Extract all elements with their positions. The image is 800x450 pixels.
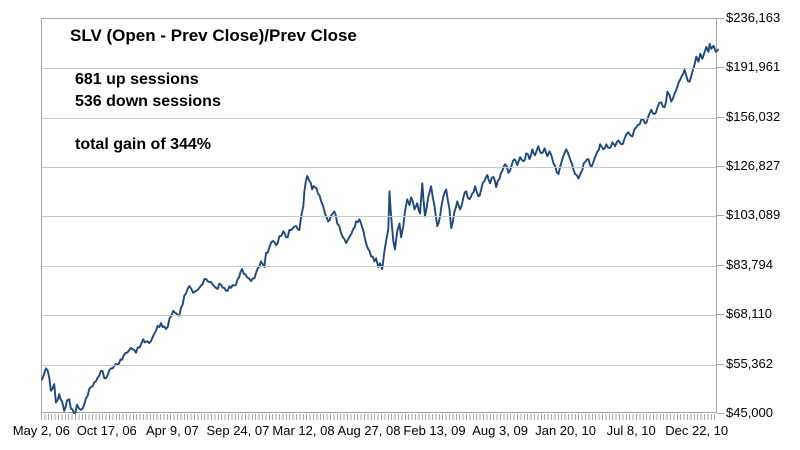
y-axis-label: $55,362 — [726, 356, 773, 371]
x-axis-minor-ticks — [41, 414, 717, 420]
x-axis-label: Dec 22, 10 — [665, 423, 729, 438]
chart-title: SLV (Open - Prev Close)/Prev Close — [70, 26, 357, 45]
y-axis-label: $191,961 — [726, 59, 781, 74]
plot-area — [41, 18, 719, 415]
x-axis-label: Aug 3, 09 — [472, 423, 528, 438]
down-sessions-annotation: 536 down sessions — [75, 93, 221, 110]
y-axis-tick — [717, 67, 724, 68]
x-axis-label: Mar 12, 08 — [272, 423, 335, 438]
gridline — [42, 167, 716, 168]
y-axis-tick — [717, 413, 724, 414]
y-axis-tick — [717, 117, 724, 118]
y-axis-tick — [717, 215, 724, 216]
x-axis-label: Feb 13, 09 — [403, 423, 466, 438]
x-axis-label: Jul 8, 10 — [606, 423, 656, 438]
price-line-series — [41, 42, 719, 415]
y-axis-label: $45,000 — [726, 405, 773, 420]
y-axis-label: $68,110 — [726, 306, 773, 321]
up-sessions-annotation: 681 up sessions — [75, 71, 199, 88]
gridline — [42, 365, 716, 366]
gridline — [42, 266, 716, 267]
y-axis-label: $236,163 — [726, 10, 781, 25]
slv-line — [41, 42, 719, 415]
y-axis-label: $103,089 — [726, 207, 781, 222]
y-axis-label: $126,827 — [726, 158, 781, 173]
total-gain-annotation: total gain of 344% — [75, 136, 212, 153]
y-axis-tick — [717, 314, 724, 315]
x-axis-label: May 2, 06 — [12, 423, 70, 438]
gridline — [42, 68, 716, 69]
gridline — [42, 118, 716, 119]
y-axis-tick — [717, 18, 724, 19]
x-axis-label: Oct 17, 06 — [76, 423, 137, 438]
y-axis-label: $156,032 — [726, 109, 781, 124]
y-axis-tick — [717, 364, 724, 365]
y-axis-label: $83,794 — [726, 257, 773, 272]
x-axis-label: Apr 9, 07 — [146, 423, 199, 438]
gridline — [42, 216, 716, 217]
y-axis-tick — [717, 166, 724, 167]
x-axis-label: Aug 27, 08 — [337, 423, 401, 438]
x-axis-label: Sep 24, 07 — [206, 423, 270, 438]
y-axis-tick — [717, 265, 724, 266]
gridline — [42, 315, 716, 316]
x-axis-label: Jan 20, 10 — [535, 423, 596, 438]
